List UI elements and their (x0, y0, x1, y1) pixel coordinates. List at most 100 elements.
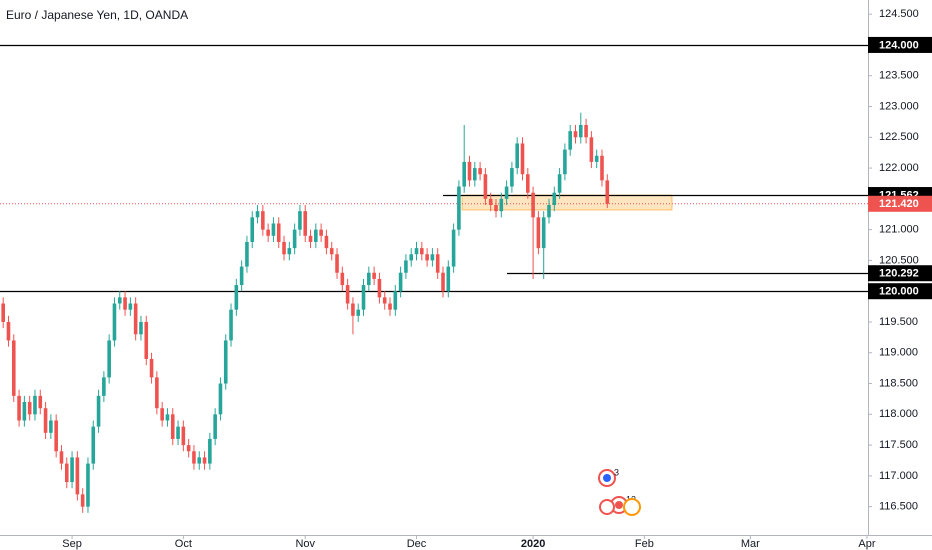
candle-body (314, 229, 318, 242)
candle-body (17, 395, 21, 421)
candle-body (266, 229, 270, 236)
candle-body (510, 168, 514, 187)
y-tick-label: 119.000 (879, 347, 918, 359)
level-label-box (868, 36, 932, 53)
candle-body (483, 174, 488, 199)
x-tick-label: Apr (858, 538, 875, 550)
candle-body (112, 303, 117, 341)
candle-body (467, 161, 472, 181)
candle-body (393, 291, 398, 310)
candle-body (308, 235, 313, 242)
candle-body (584, 124, 588, 138)
candle-body (239, 266, 244, 286)
candle-body (70, 457, 74, 483)
candle-body (329, 248, 334, 255)
candle-body (541, 217, 546, 249)
candle-body (473, 168, 477, 181)
y-tick-label: 117.000 (879, 470, 918, 482)
candle-body (287, 248, 292, 255)
candle-body (462, 161, 467, 187)
x-tick-label: Mar (741, 538, 760, 550)
candle-body (298, 211, 302, 230)
candle-body (223, 340, 228, 384)
candle-body (430, 254, 435, 261)
event-icon (623, 498, 641, 516)
last-price-label: 121.420 (879, 198, 919, 210)
candle-body (420, 248, 424, 255)
y-tick-label: 116.500 (879, 501, 918, 513)
candle-body (96, 395, 101, 427)
candle-body (43, 408, 48, 433)
level-label: 124.000 (879, 39, 919, 51)
candle-body (499, 198, 504, 212)
candle-body (213, 414, 217, 439)
candle-body (86, 463, 90, 507)
candle-body (515, 143, 519, 169)
candle-body (525, 174, 530, 193)
candle-body (117, 297, 122, 304)
candle-body (478, 168, 482, 175)
candle-body (255, 211, 260, 218)
level-label-box (868, 265, 932, 282)
candle-body (208, 438, 212, 464)
candle-body (446, 266, 451, 292)
level-label: 120.000 (879, 286, 919, 298)
candle-body (388, 303, 392, 310)
event-icon (599, 499, 615, 515)
last-price-label-box (868, 195, 932, 212)
candle-body (377, 278, 382, 298)
y-tick-label: 118.500 (879, 377, 918, 389)
candle-body (319, 229, 323, 236)
x-tick-label: 2020 (521, 538, 545, 550)
candle-body (594, 155, 599, 162)
candle-body (38, 395, 43, 409)
candle-body (435, 254, 440, 273)
candle-body (398, 272, 403, 292)
y-tick-label: 119.500 (879, 316, 918, 328)
candle-body (557, 174, 562, 193)
candle-body (197, 457, 202, 464)
candle-body (451, 229, 456, 267)
y-tick-label: 120.500 (879, 254, 919, 266)
candle-body (160, 408, 164, 421)
candle-body (102, 377, 106, 396)
candle-body (324, 235, 329, 249)
x-tick-label: Dec (407, 538, 427, 550)
candle-body (425, 254, 429, 261)
chart-title: Euro / Japanese Yen, 1D, OANDA (6, 8, 188, 22)
y-tick-label: 122.500 (879, 131, 919, 143)
candle-body (133, 303, 138, 335)
candle-body (186, 445, 191, 452)
y-tick-label: 123.000 (879, 100, 919, 112)
candle-body (229, 309, 233, 341)
candle-body (149, 358, 154, 378)
candle-body (600, 155, 604, 181)
candle-body (531, 192, 535, 218)
x-tick-label: Feb (635, 538, 654, 550)
candle-body (27, 402, 32, 415)
candle-body (409, 254, 414, 261)
candle-body (91, 426, 96, 464)
candle-body (351, 303, 355, 316)
candle-body (139, 321, 143, 335)
candle-body (75, 457, 80, 495)
candle-body (404, 260, 408, 273)
candle-body (176, 426, 180, 439)
level-label-box (868, 283, 932, 300)
zone-box (461, 194, 673, 211)
candle-body (552, 192, 557, 206)
x-tick-label: Nov (295, 538, 315, 550)
candle-body (361, 285, 366, 310)
candle-body (457, 186, 461, 230)
candle-body (22, 402, 27, 421)
candle-body (271, 223, 276, 236)
y-tick-label: 124.500 (879, 8, 919, 20)
candle-body (573, 131, 578, 138)
y-tick-label: 117.500 (879, 439, 918, 451)
candle-body (520, 143, 525, 175)
x-tick-label: Sep (62, 538, 82, 550)
candle-body (340, 272, 345, 286)
candle-body (282, 241, 286, 255)
y-tick-label: 121.000 (879, 224, 919, 236)
